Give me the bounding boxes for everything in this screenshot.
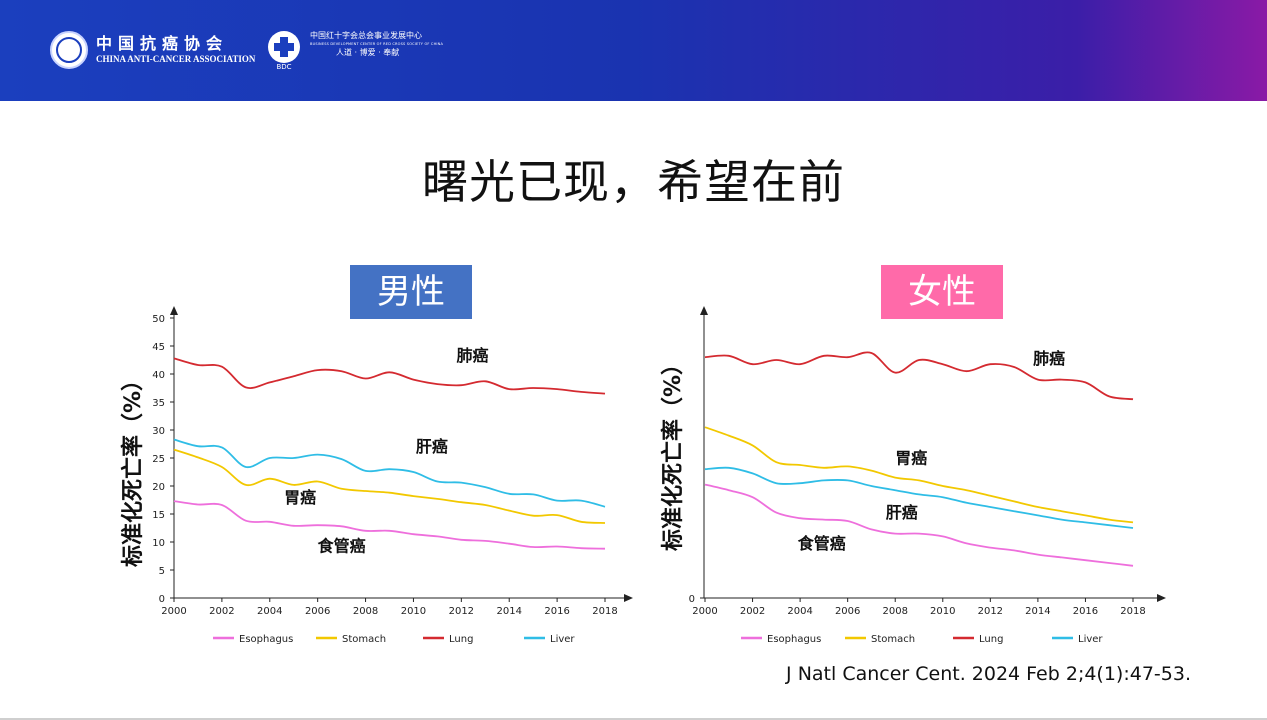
female-x-tick-label: 2002 [740,606,765,617]
slide-title: 曙光已现，希望在前 [422,155,845,209]
male-x-tick-label: 2014 [496,606,521,617]
female-y-axis-arrow [700,306,708,315]
footer-divider [0,718,1267,720]
bdc-abbr: BDC [276,63,292,71]
male-y-tick-label: 20 [152,482,165,493]
association-name-en: CHINA ANTI-CANCER ASSOCIATION [96,54,256,64]
header-banner: 中国抗癌协会 CHINA ANTI-CANCER ASSOCIATION BDC… [0,0,1267,101]
male-y-tick-label: 45 [152,342,165,353]
association-name-cn: 中国抗癌协会 [96,34,229,53]
male-x-tick-label: 2016 [544,606,569,617]
male-x-tick-label: 2012 [449,606,474,617]
male-y-tick-label: 5 [159,566,165,577]
female-x-tick-label: 2000 [692,606,717,617]
male-lung-label: 肺癌 [457,346,489,365]
male-liver-line [173,438,606,508]
female-x-tick-label: 2016 [1073,606,1098,617]
male-legend-lung-label: Lung [449,634,473,645]
female-x-tick-label: 2004 [787,606,812,617]
male-y-axis-label: 标准化死亡率（%） [120,369,146,567]
male-x-tick-label: 2006 [305,606,330,617]
female-liver-label: 肝癌 [886,503,918,522]
female-x-tick-label: 2012 [978,606,1003,617]
female-stomach-line [704,426,1134,524]
china-anti-cancer-association-logo: 中国抗癌协会 CHINA ANTI-CANCER ASSOCIATION [50,31,255,69]
male-legend-stomach-label: Stomach [342,634,386,645]
female-legend-stomach-label: Stomach [871,634,915,645]
male-stomach-line [173,448,606,524]
female-x-tick-label: 2008 [882,606,907,617]
bdc-name-en: BUSINESS DEVELOPMENT CENTER OF RED CROSS… [310,42,444,46]
male-y-tick-label: 15 [152,510,165,521]
female-esophagus-line [704,483,1134,567]
female-x-tick-label: 2018 [1120,606,1145,617]
male-lung-line [173,357,606,395]
female-y-axis-label: 标准化死亡率（%） [660,353,686,551]
bdc-logo: BDC 中国红十字会总会事业发展中心 BUSINESS DEVELOPMENT … [266,31,443,71]
male-x-tick-label: 2000 [161,606,186,617]
female-legend-lung-label: Lung [979,634,1003,645]
male-esophagus-label: 食管癌 [317,537,366,556]
red-cross-icon: BDC [266,31,302,71]
male-y-tick-label: 10 [152,538,165,549]
male-x-tick-label: 2010 [401,606,426,617]
female-x-tick-label: 2014 [1025,606,1050,617]
female-x-tick-label: 2010 [930,606,955,617]
male-liver-label: 肝癌 [416,437,448,456]
female-lung-line [704,351,1134,401]
male-y-tick-label: 35 [152,398,165,409]
male-y-tick-label: 50 [152,314,165,325]
female-stomach-label: 胃癌 [895,449,927,468]
male-x-axis-arrow [624,594,633,602]
bdc-motto: 人道 · 博爱 · 奉献 [336,48,400,57]
female-legend-liver-label: Liver [1078,634,1103,645]
male-x-tick-label: 2018 [592,606,617,617]
female-x-tick-label: 2006 [835,606,860,617]
male-y-tick-label: 25 [152,454,165,465]
male-x-tick-label: 2002 [209,606,234,617]
female-legend-esophagus-label: Esophagus [767,634,821,645]
female-panel-title: 女性 [881,265,1003,319]
male-x-tick-label: 2008 [353,606,378,617]
male-esophagus-line [173,500,606,550]
male-y-tick-label: 40 [152,370,165,381]
association-seal-icon [50,31,88,69]
male-stomach-label: 胃癌 [284,488,316,507]
female-x-axis-arrow [1157,594,1166,602]
bdc-name-cn: 中国红十字会总会事业发展中心 [310,31,422,40]
male-y-tick-label: 0 [159,594,165,605]
male-y-axis-arrow [170,306,178,315]
male-y-tick-label: 30 [152,426,165,437]
female-lung-label: 肺癌 [1033,349,1065,368]
female-y-tick-label: 0 [689,594,695,605]
male-panel-title: 男性 [350,265,472,319]
female-esophagus-label: 食管癌 [797,534,846,553]
citation: J Natl Cancer Cent. 2024 Feb 2;4(1):47-5… [786,663,1191,685]
male-x-tick-label: 2004 [257,606,282,617]
male-legend-liver-label: Liver [550,634,575,645]
male-legend-esophagus-label: Esophagus [239,634,293,645]
female-liver-line [704,466,1134,529]
